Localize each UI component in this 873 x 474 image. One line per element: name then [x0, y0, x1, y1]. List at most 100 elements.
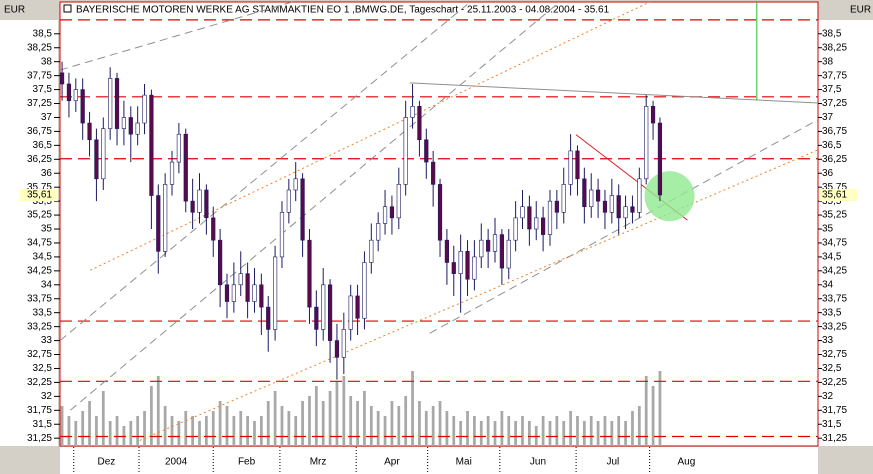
candle-body — [238, 273, 243, 286]
trend-line — [69, 1, 560, 411]
y2-tick-label: 33,25 — [822, 321, 847, 332]
candle-body — [486, 239, 491, 252]
candle-body — [73, 89, 78, 102]
volume-bar — [211, 411, 215, 446]
candle-body — [156, 195, 161, 252]
volume-bar — [603, 416, 607, 446]
volume-bar — [548, 421, 552, 446]
y-tick-label: 33,25 — [27, 321, 52, 332]
y-tick-label: 37,25 — [27, 98, 52, 109]
volume-bar — [294, 416, 298, 446]
candle-body — [190, 200, 195, 213]
volume-bar — [349, 396, 353, 446]
volume-bar — [521, 416, 524, 446]
trend-line — [429, 119, 819, 334]
candle-body — [327, 284, 333, 341]
candle-body — [252, 284, 257, 302]
y-tick-label: 36,75 — [27, 126, 52, 137]
volume-bar — [473, 416, 476, 446]
y2-tick-label: 34 — [822, 279, 834, 290]
candle-body — [321, 284, 326, 330]
volume-bar — [637, 406, 641, 446]
y2-tick-label: 33,75 — [822, 293, 847, 304]
candle-body — [163, 184, 168, 252]
last-price-badge — [819, 188, 857, 201]
candle-body — [218, 239, 223, 286]
y2-tick-label: 35,5 — [822, 196, 842, 207]
candle-body — [307, 239, 312, 308]
candle-body — [547, 200, 553, 235]
x-tick-label: Mrz — [310, 457, 327, 468]
candle-body — [444, 239, 450, 263]
y2-tick-label: 37,75 — [822, 70, 847, 81]
volume-bar — [184, 411, 188, 446]
y-tick-label: 33,5 — [33, 307, 53, 318]
volume-bar — [589, 416, 593, 446]
candle-body — [417, 106, 422, 141]
volume-bar — [321, 401, 325, 446]
candle-body — [506, 239, 511, 269]
candle-body — [637, 178, 642, 213]
y2-tick-label: 38 — [822, 56, 834, 67]
candle-body — [472, 256, 477, 280]
volume-bar — [569, 411, 572, 446]
volume-bar — [541, 416, 545, 446]
volume-bar — [363, 391, 366, 446]
y-tick-label: 36 — [41, 168, 53, 179]
chart-title: BAYERISCHE MOTOREN WERKE AG STAMMAKTIEN … — [76, 5, 610, 16]
y2-tick-label: 32 — [822, 391, 834, 402]
y-tick-label: 34 — [41, 279, 53, 290]
volume-bar — [404, 396, 408, 446]
candle-body — [369, 239, 374, 263]
candle-body — [142, 94, 147, 124]
trend-line — [59, 1, 471, 341]
candle-body — [609, 195, 614, 213]
y-tick-label: 32,5 — [33, 363, 53, 374]
candle-body — [348, 295, 353, 330]
title-icon — [63, 4, 72, 13]
candle-body — [589, 189, 594, 208]
candle-body — [602, 200, 608, 213]
y-tick-label: 32,25 — [27, 377, 52, 388]
y-tick-label: 33 — [41, 335, 53, 346]
volume-bar — [280, 406, 284, 446]
volume-bar — [651, 386, 655, 446]
y2-tick-label: 36,75 — [822, 126, 847, 137]
volume-bar — [342, 376, 346, 446]
volume-bar — [60, 406, 64, 446]
volume-bar — [287, 411, 291, 446]
candle-body — [424, 139, 429, 163]
candle-body — [389, 206, 395, 219]
y-tick-label: 37 — [41, 112, 53, 123]
volume-bar — [266, 401, 270, 446]
volume-bar — [356, 401, 359, 446]
volume-bar — [74, 421, 78, 446]
volume-bar — [273, 391, 277, 446]
right-axis-panel — [818, 20, 873, 446]
y2-tick-label: 37,25 — [822, 98, 847, 109]
y-tick-label: 36,25 — [27, 154, 52, 165]
volume-bar — [239, 411, 243, 446]
candle-body — [650, 106, 656, 124]
candle-body — [575, 150, 580, 180]
candle-body — [108, 78, 113, 129]
candle-body — [623, 206, 628, 219]
candle-body — [94, 139, 99, 180]
volume-bar — [418, 401, 421, 446]
candle-body — [458, 251, 463, 274]
volume-bar — [424, 411, 428, 446]
volume-bar — [156, 376, 160, 446]
volume-bar — [596, 421, 600, 446]
y-tick-label: 34,25 — [27, 265, 52, 276]
y2-tick-label: 34,75 — [822, 238, 847, 249]
y-tick-label: 35,25 — [27, 210, 52, 221]
volume-bar — [610, 421, 614, 446]
x-tick-label: 2004 — [165, 457, 188, 468]
candle-body — [135, 122, 140, 135]
volume-bar — [218, 401, 222, 446]
volume-bar — [191, 416, 195, 446]
last-price-badge — [20, 188, 58, 201]
y-tick-label: 38,5 — [33, 28, 53, 39]
highlight-marker — [644, 171, 695, 222]
